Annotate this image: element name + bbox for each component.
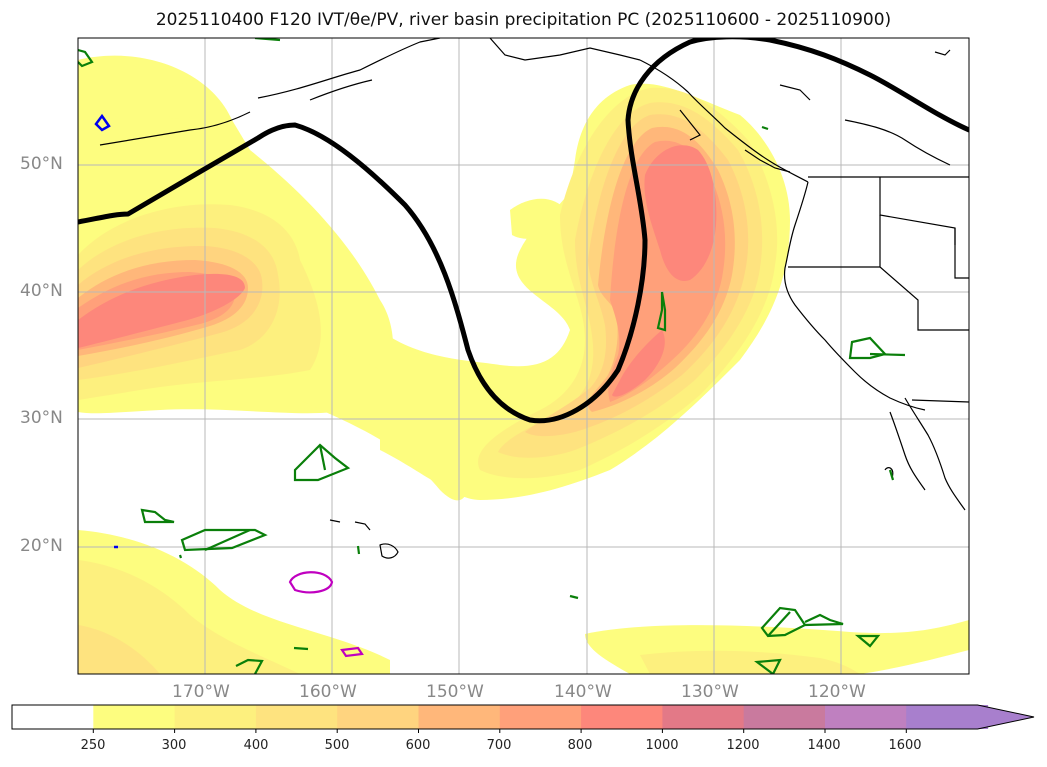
colorbar-outline bbox=[11, 704, 1035, 730]
colorbar-label-1600: 1600 bbox=[888, 738, 922, 753]
pv-contours-green bbox=[78, 38, 906, 674]
pv-contours-blue bbox=[94, 113, 118, 549]
colorbar-label-1000: 1000 bbox=[645, 738, 679, 753]
colorbar-label-500: 500 bbox=[324, 738, 350, 753]
colorbar-segment bbox=[581, 705, 663, 729]
colorbar-segment bbox=[174, 705, 257, 729]
colorbar-label-250: 250 bbox=[80, 738, 106, 753]
colorbar-label-700: 700 bbox=[486, 738, 512, 753]
colorbar-label-400: 400 bbox=[243, 738, 269, 753]
colorbar-segment bbox=[662, 705, 745, 729]
colorbar-segment bbox=[93, 705, 176, 729]
colorbar-segment bbox=[337, 705, 419, 729]
colorbar-label-1200: 1200 bbox=[726, 738, 760, 753]
lon-label-170w: 170°W bbox=[172, 682, 230, 702]
lon-label-120w: 120°W bbox=[808, 682, 866, 702]
lon-label-140w: 140°W bbox=[554, 682, 612, 702]
lat-label-30: 30°N bbox=[20, 408, 63, 428]
ivt-shading bbox=[78, 55, 969, 674]
colorbar-segment bbox=[255, 705, 338, 729]
theta-e-contour bbox=[78, 38, 969, 424]
lat-label-20: 20°N bbox=[20, 536, 63, 556]
colorbar-label-600: 600 bbox=[405, 738, 431, 753]
colorbar-segment bbox=[743, 705, 826, 729]
lon-label-150w: 150°W bbox=[426, 682, 484, 702]
colorbar-extend-arrow bbox=[906, 705, 1034, 729]
colorbar-segment bbox=[499, 705, 582, 729]
lat-label-40: 40°N bbox=[20, 281, 63, 301]
map-title: 2025110400 F120 IVT/θe/PV, river basin p… bbox=[155, 10, 892, 30]
lon-label-130w: 130°W bbox=[681, 682, 739, 702]
plot-frame bbox=[77, 37, 970, 675]
coastlines bbox=[99, 38, 969, 559]
lon-label-160w: 160°W bbox=[299, 682, 357, 702]
lat-label-50: 50°N bbox=[20, 154, 63, 174]
colorbar-segment bbox=[418, 705, 501, 729]
colorbar bbox=[11, 704, 1035, 733]
colorbar-segment bbox=[825, 705, 907, 729]
colorbar-label-800: 800 bbox=[567, 738, 593, 753]
colorbar-label-1400: 1400 bbox=[807, 738, 841, 753]
pv-contours-magenta bbox=[288, 571, 364, 658]
colorbar-label-300: 300 bbox=[161, 738, 187, 753]
colorbar-segment bbox=[12, 705, 94, 729]
